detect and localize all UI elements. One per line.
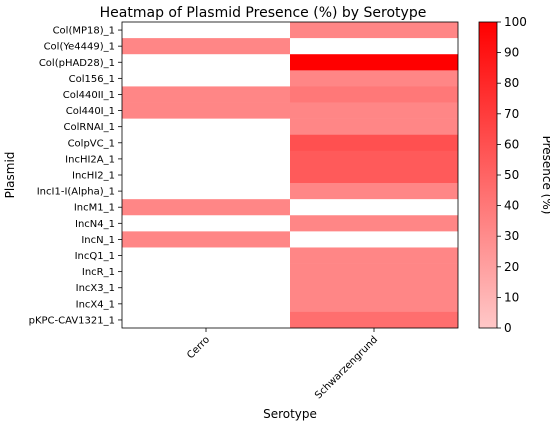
heatmap-cell [290, 70, 458, 87]
colorbar-tick-label: 20 [504, 260, 519, 274]
y-tick-label: IncX4_1 [76, 299, 115, 310]
heatmap-cell [290, 86, 458, 103]
heatmap-cell [290, 231, 458, 248]
colorbar-tick-label: 70 [504, 107, 519, 121]
heatmap-cell [122, 279, 290, 297]
y-tick-label: pKPC-CAV1321_1 [29, 315, 115, 326]
heatmap-cell [290, 22, 458, 39]
y-tick-label: IncHI2A_1 [65, 154, 115, 165]
heatmap-cell [290, 54, 458, 71]
heatmap-cell [122, 183, 290, 200]
heatmap-cell [122, 166, 290, 184]
heatmap-cell [290, 134, 458, 152]
colorbar-tick-label: 60 [504, 137, 519, 151]
heatmap-cell [122, 38, 290, 55]
y-tick-label: Col440I_1 [66, 106, 115, 117]
heatmap-cells [122, 22, 458, 329]
colorbar-label: Presence (%) [540, 136, 550, 215]
heatmap-cell [290, 311, 458, 329]
heatmap-cell [122, 263, 290, 280]
heatmap-cell [122, 22, 290, 39]
y-tick-label: IncR_1 [82, 267, 115, 278]
heatmap-cell [290, 102, 458, 119]
heatmap-cell [122, 102, 290, 119]
y-tick-label: IncN_1 [81, 235, 115, 246]
heatmap-cell [122, 215, 290, 232]
colorbar [478, 21, 498, 329]
y-tick-label: IncHI2_1 [72, 171, 115, 182]
y-axis: Col(MP18)_1 Col(Ye4449)_1 Col(pHAD28)_1 Col… [29, 26, 122, 326]
colorbar-tick-label: 10 [504, 290, 519, 304]
y-tick-label: Col(MP18)_1 [53, 26, 115, 37]
y-tick-label: IncN4_1 [75, 219, 115, 230]
y-tick-label: IncQ1_1 [75, 251, 115, 262]
heatmap-cell [290, 215, 458, 232]
heatmap-cell [290, 199, 458, 216]
colorbar-tick-label: 0 [504, 321, 512, 335]
y-tick-label: ColRNAI_1 [64, 122, 115, 133]
heatmap-cell [290, 279, 458, 297]
heatmap-cell [290, 247, 458, 264]
heatmap-cell [122, 150, 290, 168]
heatmap-cell [290, 38, 458, 55]
heatmap-cell [290, 118, 458, 136]
y-tick-label: IncI1-I(Alpha)_1 [37, 187, 115, 198]
colorbar-tick-label: 30 [504, 229, 519, 243]
colorbar-tick-label: 80 [504, 76, 519, 90]
heatmap-cell [122, 86, 290, 103]
heatmap-cell [122, 247, 290, 264]
heatmap-cell [290, 166, 458, 184]
heatmap-cell [122, 134, 290, 152]
x-axis-label: Serotype [263, 407, 317, 421]
colorbar-ticks: 0 10 20 30 40 50 60 70 80 90 100 [497, 15, 527, 335]
heatmap-cell [290, 295, 458, 313]
y-tick-label: IncM1_1 [74, 203, 115, 214]
chart-title: Heatmap of Plasmid Presence (%) by Serot… [100, 5, 427, 21]
y-axis-label: Plasmid [3, 152, 17, 199]
heatmap-cell [122, 118, 290, 136]
heatmap-cell [122, 231, 290, 248]
heatmap-cell [290, 150, 458, 168]
y-tick-label: ColpVC_1 [68, 138, 115, 149]
heatmap-cell [122, 295, 290, 313]
heatmap-cell [122, 54, 290, 71]
y-tick-label: Col156_1 [69, 74, 115, 85]
heatmap-cell [122, 70, 290, 87]
y-tick-label: Col(Ye4449)_1 [44, 42, 115, 53]
y-tick-label: IncX3_1 [76, 283, 115, 294]
heatmap-cell [122, 199, 290, 216]
colorbar-tick-label: 100 [504, 15, 527, 29]
colorbar-tick-label: 40 [504, 199, 519, 213]
heatmap-cell [290, 263, 458, 280]
colorbar-tick-label: 50 [504, 168, 519, 182]
heatmap-cell [122, 311, 290, 329]
y-tick-label: Col(pHAD28)_1 [39, 58, 115, 69]
y-tick-label: Col440II_1 [63, 90, 115, 101]
colorbar-tick-label: 90 [504, 46, 519, 60]
heatmap-cell [290, 183, 458, 200]
